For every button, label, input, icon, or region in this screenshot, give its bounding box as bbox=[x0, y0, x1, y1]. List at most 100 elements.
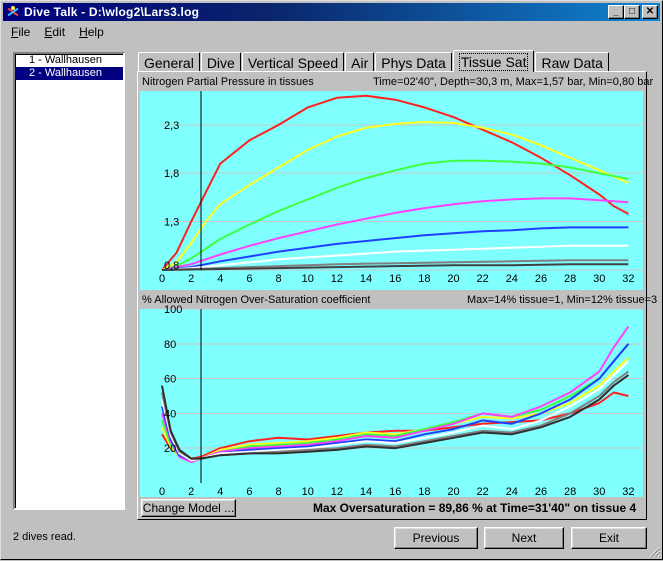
menu-file-accel: F bbox=[11, 25, 19, 39]
bottom-chart-y-tick-label: 80 bbox=[164, 339, 176, 351]
bottom-chart-x-tick-label: 26 bbox=[535, 486, 547, 498]
dive-list-item-selected[interactable]: 2 - Wallhausen bbox=[15, 67, 123, 80]
bottom-chart-x-tick-label: 12 bbox=[331, 486, 343, 498]
menu-edit-accel: E bbox=[44, 25, 53, 39]
bottom-chart-y-tick-label: 40 bbox=[164, 408, 176, 420]
bottom-chart-x-tick-label: 18 bbox=[418, 486, 430, 498]
bottom-chart-area[interactable] bbox=[140, 309, 643, 497]
top-chart-title: Nitrogen Partial Pressure in tissues bbox=[142, 76, 314, 88]
bottom-chart-y-tick-label: 20 bbox=[164, 443, 176, 455]
dive-list-item[interactable]: 1 - Wallhausen bbox=[29, 54, 102, 66]
top-chart-series-line-2 bbox=[161, 121, 629, 271]
bottom-chart-y-tick-label: 100 bbox=[164, 304, 182, 316]
menu-edit-label: dit bbox=[52, 25, 66, 39]
bottom-chart-x-tick-label: 16 bbox=[389, 486, 401, 498]
tab-raw-data[interactable]: Raw Data bbox=[535, 52, 609, 72]
previous-button[interactable]: Previous bbox=[394, 527, 478, 549]
bottom-chart-x-tick-label: 14 bbox=[360, 486, 372, 498]
menu-help-label: elp bbox=[87, 25, 104, 39]
tab-raw-data-label: Raw Data bbox=[541, 55, 603, 71]
close-button[interactable]: ✕ bbox=[642, 5, 658, 19]
bottom-chart-x-tick-label: 32 bbox=[622, 486, 634, 498]
tab-vertical-speed-label: Vertical Speed bbox=[247, 55, 339, 71]
app-icon[interactable] bbox=[6, 5, 20, 19]
menu-file-label: ile bbox=[18, 25, 31, 39]
top-chart-y-tick-label: 2,3 bbox=[164, 120, 179, 132]
bottom-chart-series-line-3 bbox=[161, 343, 630, 464]
bottom-chart-series-line-6 bbox=[161, 360, 630, 462]
top-chart-x-tick-label: 28 bbox=[564, 273, 576, 285]
top-chart-x-tick-label: 6 bbox=[246, 273, 252, 285]
title-bar[interactable]: Dive Talk - D:\wlog2\Lars3.log _ □ ✕ bbox=[3, 3, 660, 21]
menu-help-accel: H bbox=[79, 25, 88, 39]
top-chart-x-tick-label: 0 bbox=[159, 273, 165, 285]
top-chart-y-tick-label: 1,8 bbox=[164, 168, 179, 180]
tab-phys-data-label: Phys Data bbox=[381, 55, 446, 71]
bottom-chart-x-tick-label: 20 bbox=[447, 486, 459, 498]
dive-list[interactable]: 1 - Wallhausen 2 - Wallhausen bbox=[13, 52, 125, 510]
tab-air[interactable]: Air bbox=[345, 52, 375, 72]
top-chart-series-line-6 bbox=[161, 244, 629, 271]
top-chart-series-line-8 bbox=[161, 263, 629, 271]
bottom-chart-x-tick-label: 6 bbox=[246, 486, 252, 498]
top-chart-series-line-4 bbox=[161, 197, 629, 271]
minimize-button[interactable]: _ bbox=[608, 5, 624, 19]
exit-button[interactable]: Exit bbox=[571, 527, 647, 549]
top-chart-series-line-7 bbox=[161, 259, 629, 271]
bottom-chart-series-line-8 bbox=[161, 374, 629, 460]
bottom-chart-x-tick-label: 2 bbox=[188, 486, 194, 498]
tab-tissue-sat[interactable]: Tissue Sat bbox=[452, 50, 535, 72]
tab-vertical-speed[interactable]: Vertical Speed bbox=[241, 52, 345, 72]
bottom-chart-x-tick-label: 22 bbox=[477, 486, 489, 498]
bottom-chart-x-tick-label: 0 bbox=[159, 486, 165, 498]
tissue-sat-panel bbox=[137, 71, 647, 520]
bottom-chart-x-tick-label: 4 bbox=[217, 486, 223, 498]
tab-strip: General Dive Vertical Speed Air Phys Dat… bbox=[138, 50, 610, 72]
next-button[interactable]: Next bbox=[484, 527, 564, 549]
menu-edit[interactable]: Edit bbox=[36, 23, 71, 41]
top-chart-info: Time=02'40", Depth=30,3 m, Max=1,57 bar,… bbox=[373, 76, 654, 88]
bottom-chart-series-line-4 bbox=[161, 325, 630, 464]
bottom-chart-x-tick-label: 28 bbox=[564, 486, 576, 498]
bottom-chart-x-tick-label: 30 bbox=[593, 486, 605, 498]
top-chart-series-line-5 bbox=[161, 226, 629, 271]
tab-dive[interactable]: Dive bbox=[200, 52, 241, 72]
top-chart-x-tick-label: 4 bbox=[217, 273, 223, 285]
tab-phys-data[interactable]: Phys Data bbox=[375, 52, 452, 72]
top-chart-x-tick-label: 30 bbox=[593, 273, 605, 285]
tab-dive-label: Dive bbox=[206, 55, 235, 71]
resize-grip-icon[interactable] bbox=[649, 546, 661, 558]
top-chart-series-line-1 bbox=[161, 94, 629, 271]
tab-tissue-sat-label: Tissue Sat bbox=[458, 53, 529, 71]
bottom-chart-info: Max=14% tissue=1, Min=12% tissue=3 bbox=[467, 294, 658, 306]
status-text: 2 dives read. bbox=[13, 531, 76, 543]
top-chart-x-tick-label: 18 bbox=[418, 273, 430, 285]
bottom-chart-x-tick-label: 8 bbox=[276, 486, 282, 498]
top-chart-x-tick-label: 10 bbox=[302, 273, 314, 285]
menu-help[interactable]: Help bbox=[71, 23, 110, 41]
top-chart-y-tick-label: 0,8 bbox=[164, 260, 179, 272]
top-chart-x-tick-label: 22 bbox=[477, 273, 489, 285]
top-chart-series-line-3 bbox=[161, 159, 629, 271]
change-model-button[interactable]: Change Model ... bbox=[141, 499, 236, 517]
top-chart-x-tick-label: 20 bbox=[447, 273, 459, 285]
menu-bar: File Edit Help bbox=[3, 23, 110, 41]
bottom-chart-title: % Allowed Nitrogen Over-Saturation coeff… bbox=[142, 294, 371, 306]
top-chart-x-tick-label: 32 bbox=[622, 273, 634, 285]
tab-general[interactable]: General bbox=[138, 52, 200, 72]
tab-general-label: General bbox=[144, 55, 194, 71]
tab-air-label: Air bbox=[351, 55, 369, 71]
top-chart-x-tick-label: 2 bbox=[188, 273, 194, 285]
max-oversaturation-summary: Max Oversaturation = 89,86 % at Time=31'… bbox=[313, 501, 637, 515]
top-chart-y-tick-label: 1,3 bbox=[164, 217, 179, 229]
menu-file[interactable]: File bbox=[3, 23, 36, 41]
top-chart-x-tick-label: 24 bbox=[506, 273, 518, 285]
maximize-button[interactable]: □ bbox=[624, 5, 640, 19]
top-chart-x-tick-label: 14 bbox=[360, 273, 372, 285]
top-chart-x-tick-label: 26 bbox=[535, 273, 547, 285]
bottom-chart-x-tick-label: 24 bbox=[506, 486, 518, 498]
top-chart-x-tick-label: 8 bbox=[276, 273, 282, 285]
